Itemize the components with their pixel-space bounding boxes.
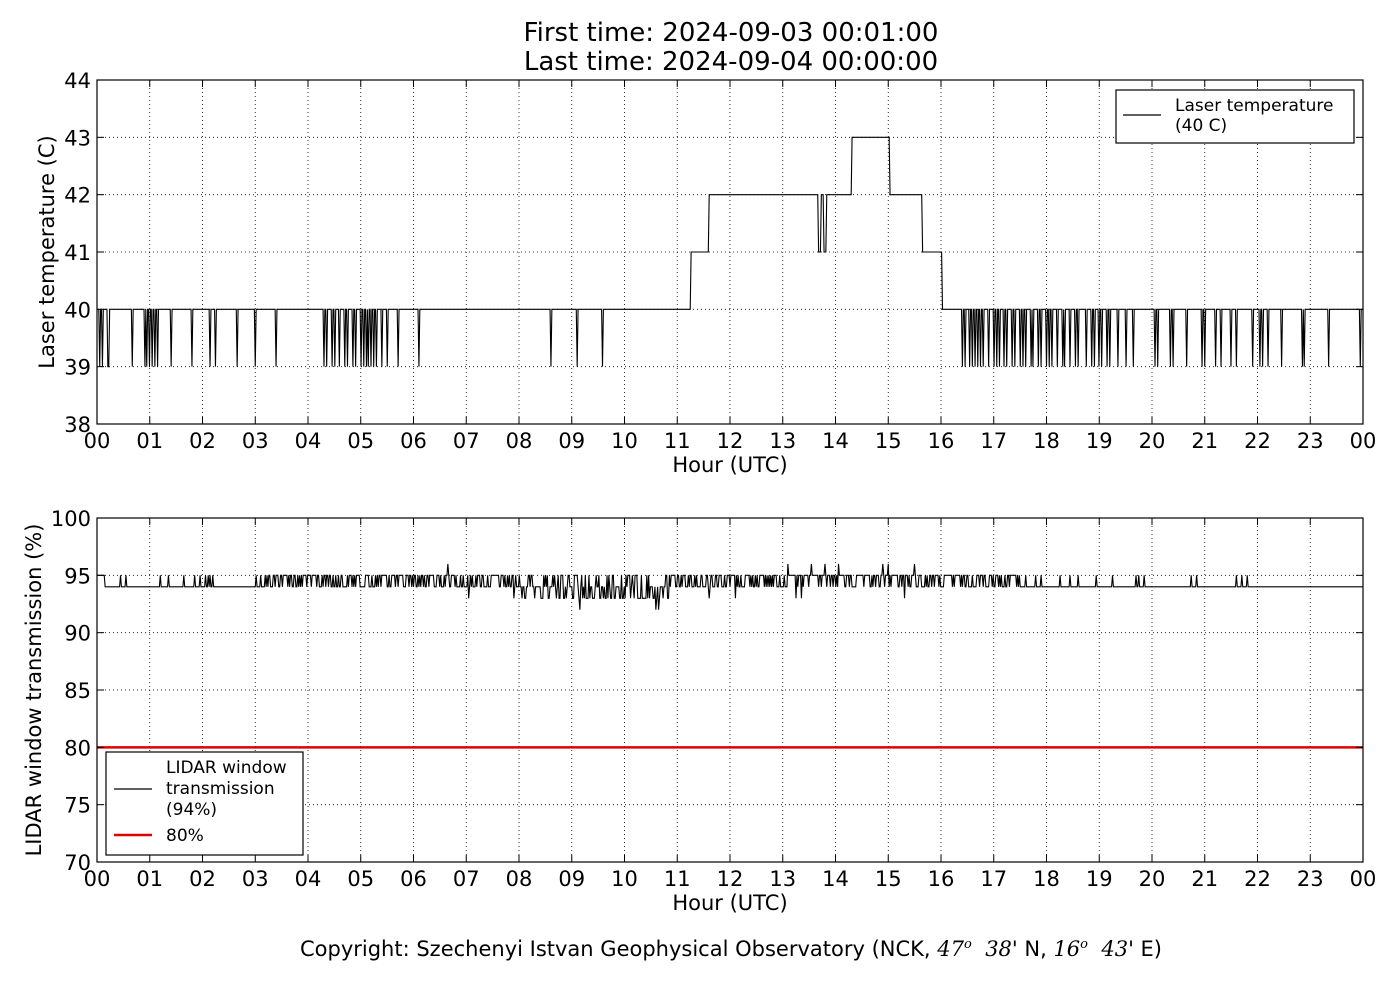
- y-tick-label: 44: [64, 69, 91, 93]
- x-tick-label: 00: [84, 429, 111, 453]
- x-tick-label: 08: [506, 429, 533, 453]
- x-tick-label: 16: [928, 429, 955, 453]
- x-tick-label: 08: [506, 867, 533, 891]
- x-tick-label: 22: [1244, 429, 1271, 453]
- x-tick-label: 01: [136, 429, 163, 453]
- chart-title-last-time: Last time: 2024-09-04 00:00:00: [523, 47, 939, 77]
- x-tick-label: 16: [928, 867, 955, 891]
- longitude-degrees: 16: [1053, 937, 1081, 961]
- x-tick-label: 15: [875, 867, 902, 891]
- chart-title-first-time: First time: 2024-09-03 00:01:00: [523, 18, 939, 48]
- legend-label-line: (40 C): [1175, 116, 1227, 136]
- longitude-suffix: ' E): [1128, 937, 1163, 961]
- y-axis-label: Laser temperature (C): [35, 135, 59, 368]
- legend-box: [1115, 89, 1355, 144]
- x-tick-label: 17: [980, 867, 1007, 891]
- x-tick-label: 12: [717, 429, 744, 453]
- x-tick-label: 20: [1139, 867, 1166, 891]
- chart-panel-2: 00 01 02 03 04 05 06 07 08 09 10 11 12 13 14 15 16 17 18 19…: [22, 507, 1376, 915]
- x-tick-label: 05: [347, 429, 374, 453]
- y-tick-label: 90: [64, 622, 91, 646]
- x-tick-label: 02: [189, 429, 216, 453]
- x-tick-label: 03: [242, 429, 269, 453]
- x-tick-label: 09: [558, 867, 585, 891]
- x-tick-label: 04: [295, 429, 322, 453]
- x-tick-label: 04: [295, 867, 322, 891]
- x-tick-label: 07: [453, 429, 480, 453]
- x-tick-label: 00: [1350, 429, 1377, 453]
- x-tick-label: 02: [189, 867, 216, 891]
- x-tick-label: 00: [1350, 867, 1377, 891]
- latitude-suffix: ' N,: [1011, 937, 1054, 961]
- y-axis-label: LIDAR window transmission (%): [22, 524, 46, 857]
- legend-label: 80%: [166, 826, 204, 846]
- copyright-footer: Copyright: Szechenyi Istvan Geophysical …: [0, 937, 1400, 961]
- x-tick-label: 03: [242, 867, 269, 891]
- y-tick-label: 95: [64, 564, 91, 588]
- legend-label: LIDAR window transmission (94%): [166, 758, 287, 820]
- x-tick-label: 12: [717, 867, 744, 891]
- legend-label-line: Laser temperature: [1175, 96, 1333, 116]
- x-tick-label: 10: [611, 429, 638, 453]
- copyright-text: Copyright: Szechenyi Istvan Geophysical …: [299, 937, 938, 961]
- series-line-1: [97, 563, 1363, 610]
- x-tick-label: 21: [1191, 867, 1218, 891]
- y-tick-label: 40: [64, 298, 91, 322]
- legend: LIDAR window transmission (94%) 80%: [105, 751, 304, 856]
- x-tick-label: 18: [1033, 429, 1060, 453]
- x-tick-label: 14: [822, 429, 849, 453]
- x-tick-label: 19: [1086, 429, 1113, 453]
- legend-box: [105, 751, 304, 856]
- x-tick-label: 09: [558, 429, 585, 453]
- x-tick-label: 05: [347, 867, 374, 891]
- chart-panel-1: 00 01 02 03 04 05 06 07 08 09 10 11 12 13 14 15 16 17 18 19…: [35, 69, 1376, 477]
- y-tick-label: 42: [64, 184, 91, 208]
- legend-label-line: transmission: [166, 779, 275, 799]
- latitude-minutes: 38: [985, 937, 1012, 961]
- x-tick-label: 01: [136, 867, 163, 891]
- y-tick-label: 80: [64, 736, 91, 760]
- x-tick-label: 11: [664, 867, 691, 891]
- y-tick-label: 38: [64, 413, 91, 437]
- y-tick-label: 85: [64, 679, 91, 703]
- x-tick-label: 06: [400, 429, 427, 453]
- latitude-degree-mark: o: [964, 937, 972, 952]
- legend-label-line: (94%): [166, 800, 217, 820]
- x-tick-label: 23: [1297, 429, 1324, 453]
- x-tick-label: 21: [1191, 429, 1218, 453]
- x-axis-label: Hour (UTC): [672, 453, 787, 477]
- x-tick-label: 14: [822, 867, 849, 891]
- series-line-1: [97, 136, 1363, 368]
- x-tick-label: 18: [1033, 867, 1060, 891]
- x-tick-label: 07: [453, 867, 480, 891]
- x-tick-label: 17: [980, 429, 1007, 453]
- y-tick-label: 75: [64, 794, 91, 818]
- legend: Laser temperature (40 C): [1115, 89, 1355, 144]
- y-tick-label: 39: [64, 356, 91, 380]
- y-tick-label: 43: [64, 126, 91, 150]
- x-tick-label: 22: [1244, 867, 1271, 891]
- x-tick-label: 00: [84, 867, 111, 891]
- x-tick-label: 15: [875, 429, 902, 453]
- legend-label: Laser temperature (40 C): [1175, 96, 1333, 136]
- x-tick-label: 10: [611, 867, 638, 891]
- latitude-degrees: 47: [937, 937, 964, 961]
- x-tick-label: 20: [1139, 429, 1166, 453]
- longitude-degree-mark: o: [1080, 937, 1088, 952]
- longitude-minutes: 43: [1101, 937, 1129, 961]
- x-tick-label: 23: [1297, 867, 1324, 891]
- x-tick-label: 13: [769, 867, 796, 891]
- x-tick-label: 19: [1086, 867, 1113, 891]
- y-tick-label: 70: [64, 851, 91, 875]
- x-tick-label: 11: [664, 429, 691, 453]
- legend-label-line: LIDAR window: [166, 758, 287, 778]
- y-tick-label: 41: [64, 241, 91, 265]
- x-tick-label: 13: [769, 429, 796, 453]
- x-tick-label: 06: [400, 867, 427, 891]
- y-tick-label: 100: [51, 507, 91, 531]
- x-axis-label: Hour (UTC): [672, 891, 787, 915]
